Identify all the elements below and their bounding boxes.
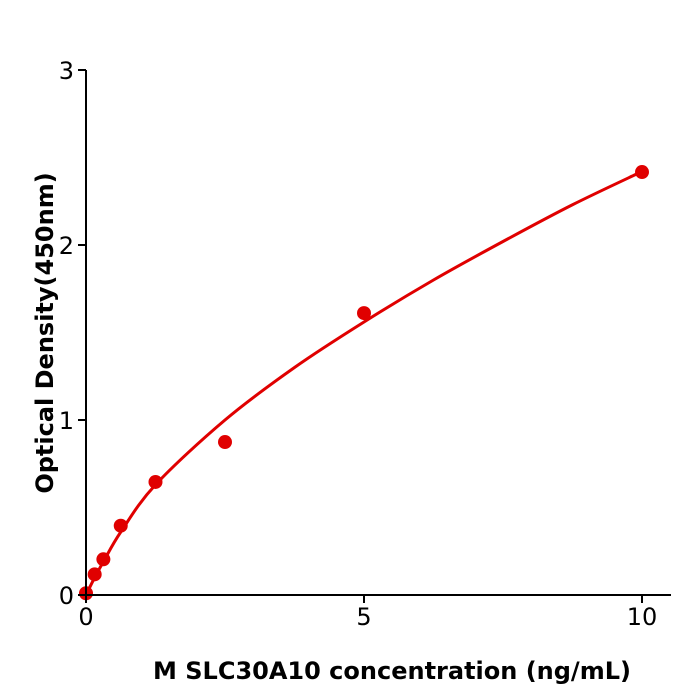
data-point xyxy=(87,567,102,582)
y-tick-label: 3 xyxy=(59,57,74,85)
y-axis-label: Optical Density(450nm) xyxy=(31,172,59,493)
data-point xyxy=(635,165,649,180)
data-point xyxy=(148,474,163,489)
y-tick-label: 2 xyxy=(59,232,74,260)
x-axis-label: M SLC30A10 concentration (ng/mL) xyxy=(153,657,631,685)
data-point xyxy=(113,518,128,533)
y-tick-label: 1 xyxy=(59,407,74,435)
data-point xyxy=(357,306,371,321)
fit-curve xyxy=(84,170,643,596)
y-tick-label: 0 xyxy=(59,582,74,610)
x-tick-label: 0 xyxy=(78,603,93,631)
data-point xyxy=(218,435,232,450)
x-tick-label: 5 xyxy=(356,603,371,631)
x-tick-label: 10 xyxy=(627,603,658,631)
data-point xyxy=(96,552,111,567)
